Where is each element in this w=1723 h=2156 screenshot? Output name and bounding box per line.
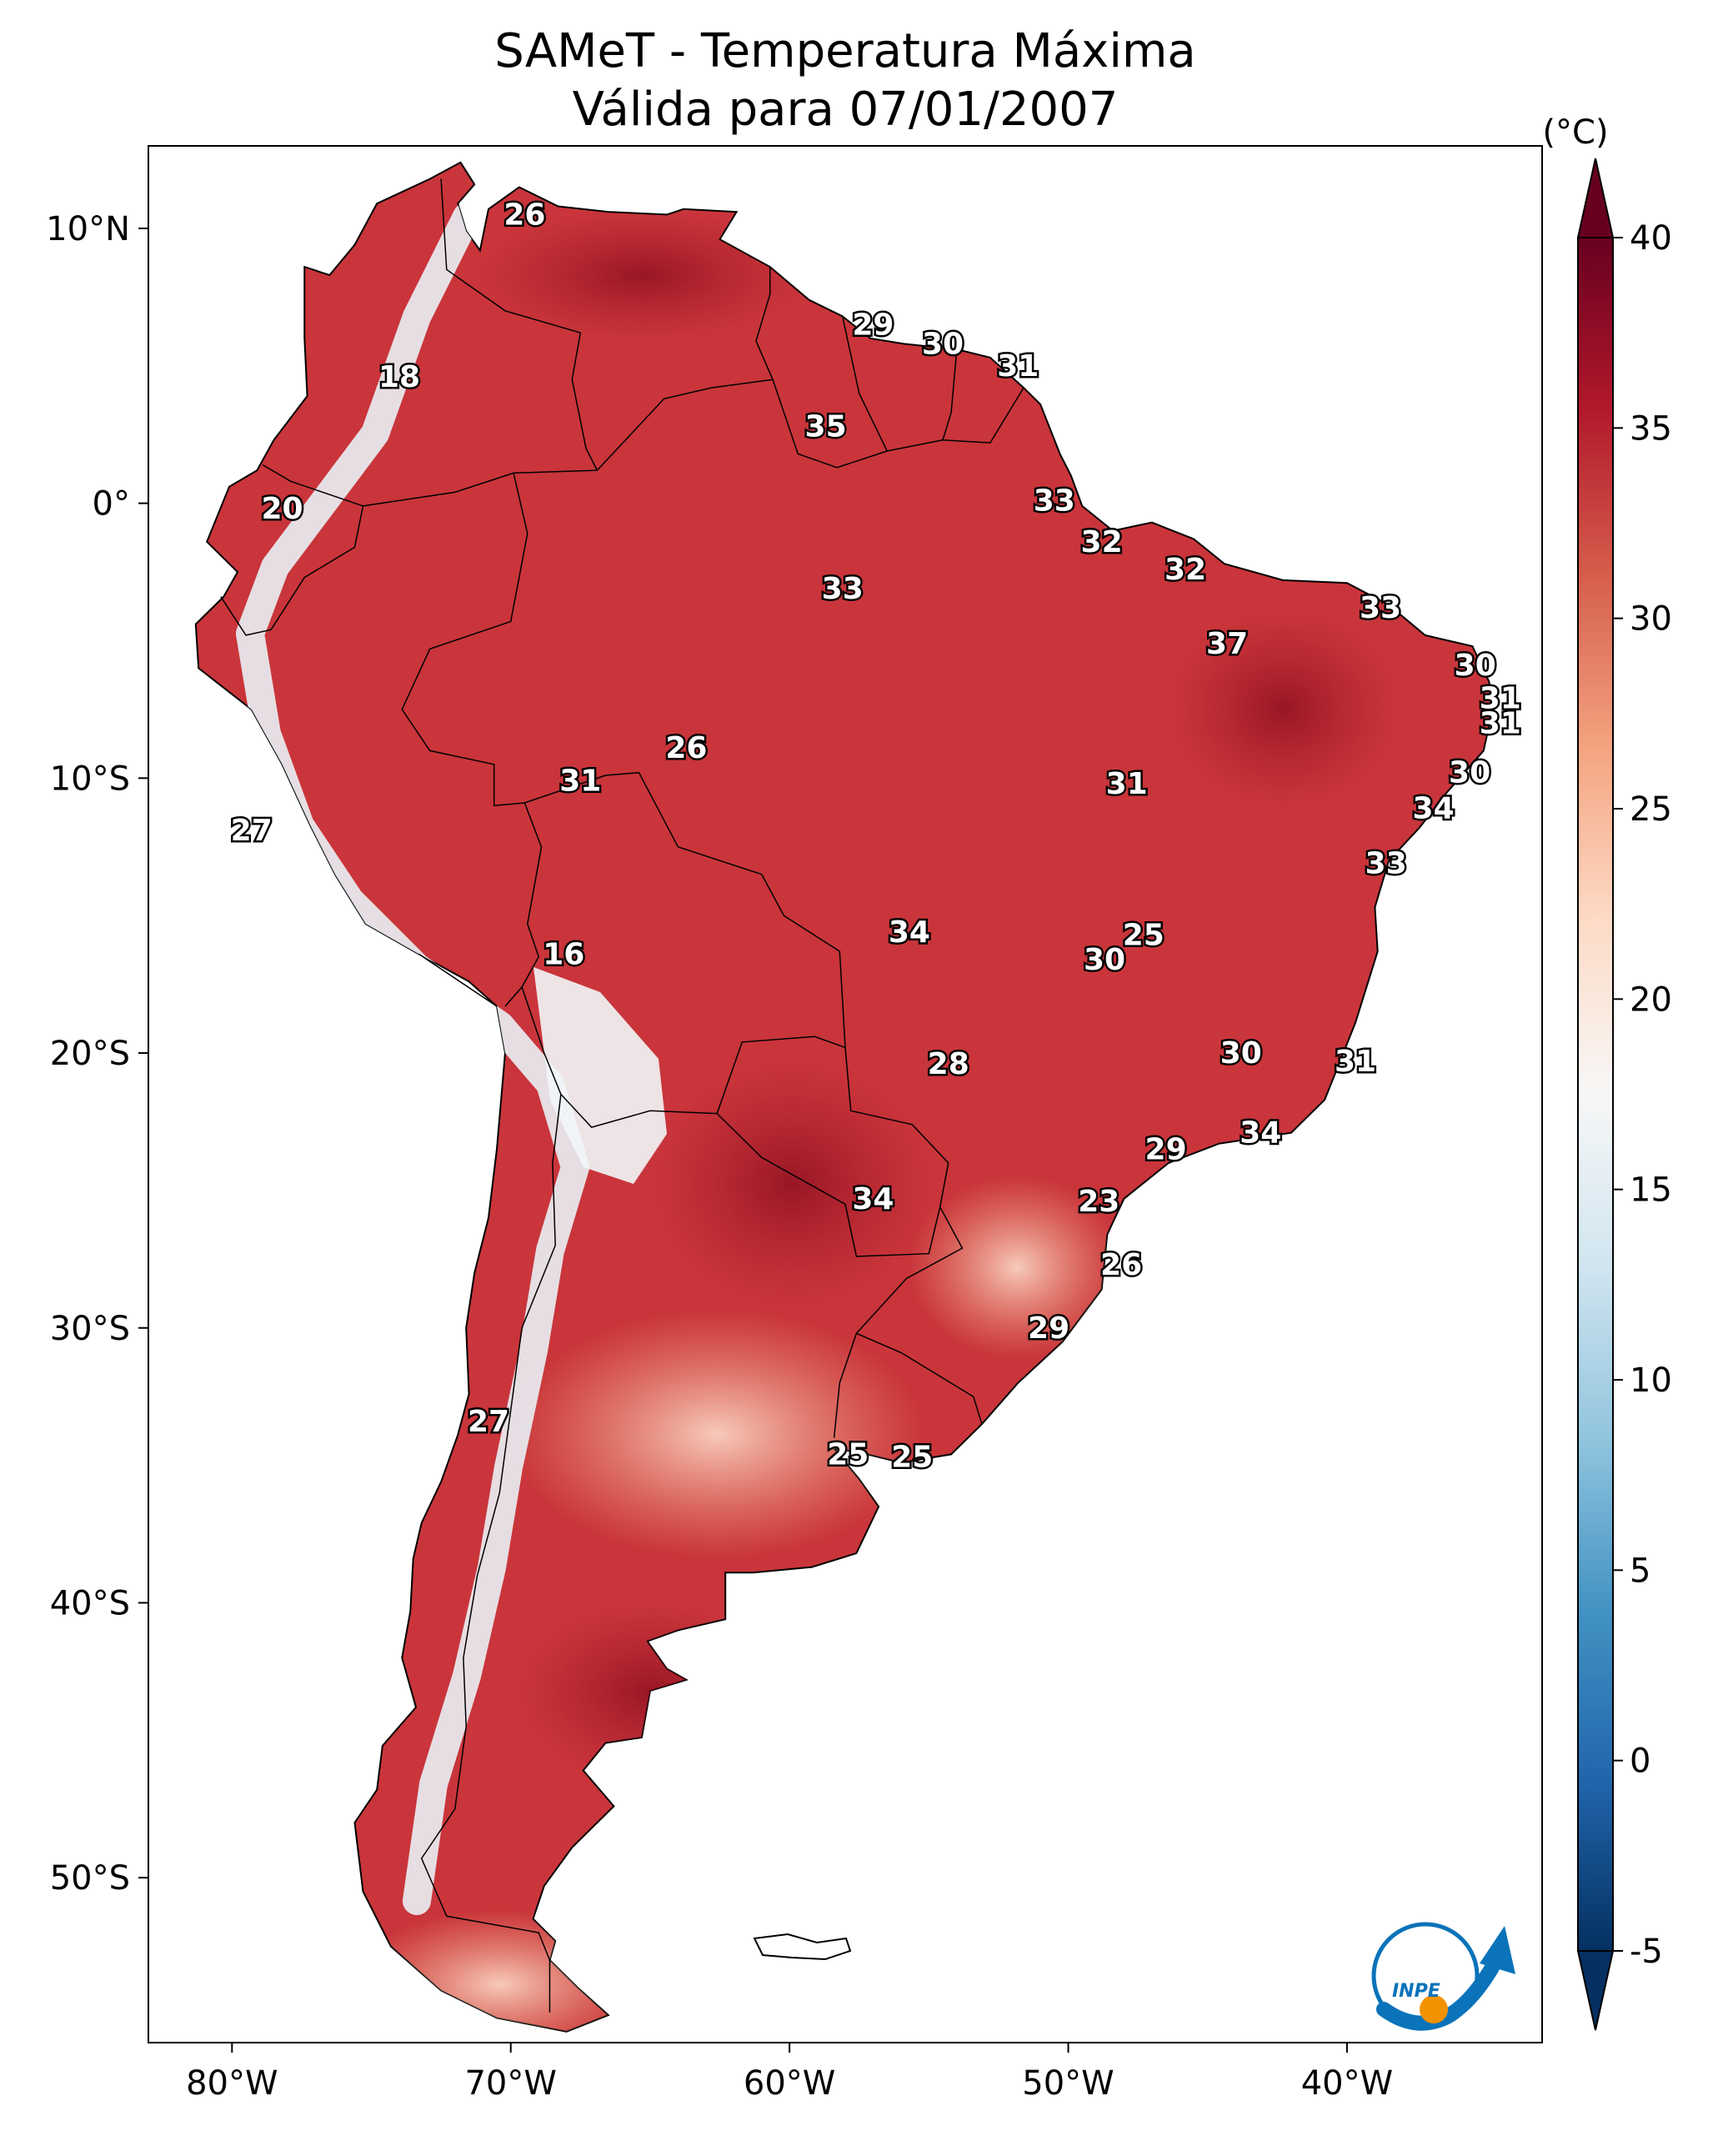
contour-label: 25 [827, 1437, 869, 1472]
contour-label: 34 [889, 915, 930, 950]
inpe-logo: INPE [1371, 1922, 1515, 2031]
inpe-logo-text: INPE [1392, 1981, 1440, 2002]
colorbar-scale [1577, 237, 1614, 1952]
contour-label: 37 [1206, 627, 1248, 661]
contour-label: 34 [1240, 1116, 1281, 1151]
contour-label: 20 [261, 492, 303, 526]
contour-label: 27 [231, 814, 273, 848]
colorbar-tick-label: -5 [1630, 1933, 1663, 1971]
latitude-tick-label: 20°S [50, 1035, 130, 1073]
latitude-ticks: 10°N 0° 10°S 20°S 30°S 40°S 50°S [46, 210, 148, 1898]
contour-label: 33 [1360, 591, 1401, 625]
contour-label: 33 [1365, 847, 1407, 881]
contour-label: 31 [1106, 767, 1148, 801]
contour-label: 30 [922, 327, 964, 361]
longitude-tick-label: 40°W [1301, 2064, 1393, 2103]
contour-label: 25 [891, 1441, 933, 1475]
contour-label: 33 [822, 572, 864, 606]
contour-label: 34 [852, 1182, 894, 1216]
contour-label: 33 [1034, 484, 1075, 518]
colorbar-tick-label: 10 [1630, 1361, 1672, 1400]
country-borders [220, 178, 1024, 2013]
latitude-tick-label: 0° [93, 485, 130, 524]
contour-label: 32 [1081, 525, 1123, 559]
contour-label: 30 [1084, 943, 1125, 977]
contour-label: 31 [1480, 682, 1521, 716]
contour-label: 29 [852, 308, 894, 342]
contour-label: 26 [503, 198, 545, 232]
contour-label: 26 [1100, 1248, 1142, 1282]
latitude-tick-label: 10°S [50, 760, 130, 798]
contour-label: 27 [468, 1405, 509, 1439]
latitude-tick-label: 50°S [50, 1859, 130, 1898]
contour-label: 18 [378, 360, 420, 394]
contour-label: 16 [543, 937, 584, 971]
warm-core-chaco [650, 1059, 934, 1309]
colorbar-tick-label: 0 [1630, 1742, 1650, 1781]
falkland-islands [753, 1933, 852, 1961]
contour-label: 30 [1449, 756, 1490, 790]
contour-label: 34 [1413, 792, 1455, 826]
cool-area-pampas [508, 1309, 925, 1559]
contour-label: 31 [1335, 1045, 1376, 1079]
longitude-tick-label: 50°W [1022, 2064, 1114, 2103]
colorbar-ticks: 40 35 30 25 20 15 10 5 0 -5 [1613, 219, 1672, 1971]
longitude-tick-label: 70°W [464, 2064, 556, 2103]
contour-label: 35 [805, 409, 847, 444]
altiplano-cold-area [533, 967, 667, 1184]
map-title-line1: SAMeT - Temperatura Máxima [494, 24, 1196, 78]
warm-core-northeast [1167, 609, 1400, 809]
map-title-line2: Válida para 07/01/2007 [573, 83, 1119, 137]
contour-label: 30 [1220, 1036, 1262, 1070]
latitude-tick-label: 10°N [46, 210, 130, 248]
contour-label: 25 [1123, 918, 1165, 952]
contour-label: 26 [665, 731, 707, 765]
contour-label: 31 [559, 765, 601, 799]
colorbar-tick-label: 15 [1630, 1171, 1672, 1210]
colorbar-tick-label: 25 [1630, 790, 1672, 829]
contour-label: 23 [1078, 1185, 1119, 1219]
cool-area-south-brazil [909, 1176, 1125, 1359]
inpe-logo-dot [1420, 1995, 1448, 2023]
contour-label: 31 [1480, 706, 1521, 740]
longitude-tick-label: 60°W [744, 2064, 835, 2103]
colorbar: (°C) 40 35 30 25 20 15 10 5 0 -5 [1542, 113, 1672, 2031]
colorbar-unit: (°C) [1542, 113, 1608, 152]
colorbar-extend-top [1576, 158, 1615, 238]
latitude-tick-label: 40°S [50, 1584, 130, 1622]
colorbar-tick-label: 30 [1630, 600, 1672, 639]
contour-label: 29 [1145, 1132, 1187, 1166]
colorbar-extend-bottom [1576, 1950, 1615, 2031]
latitude-tick-label: 30°S [50, 1310, 130, 1348]
colorbar-tick-label: 20 [1630, 980, 1672, 1019]
contour-label: 31 [997, 349, 1039, 384]
colorbar-tick-label: 35 [1630, 409, 1672, 448]
contour-label: 30 [1455, 649, 1496, 683]
inpe-logo-arrow [1480, 1926, 1515, 1974]
contour-label: 29 [1028, 1311, 1069, 1346]
longitude-tick-label: 80°W [186, 2064, 278, 2103]
colorbar-tick-label: 5 [1630, 1552, 1650, 1590]
longitude-ticks: 80°W 70°W 60°W 50°W 40°W [186, 2043, 1393, 2103]
colorbar-tick-label: 40 [1630, 219, 1672, 258]
contour-label: 32 [1165, 553, 1206, 587]
contour-label: 28 [928, 1047, 969, 1081]
